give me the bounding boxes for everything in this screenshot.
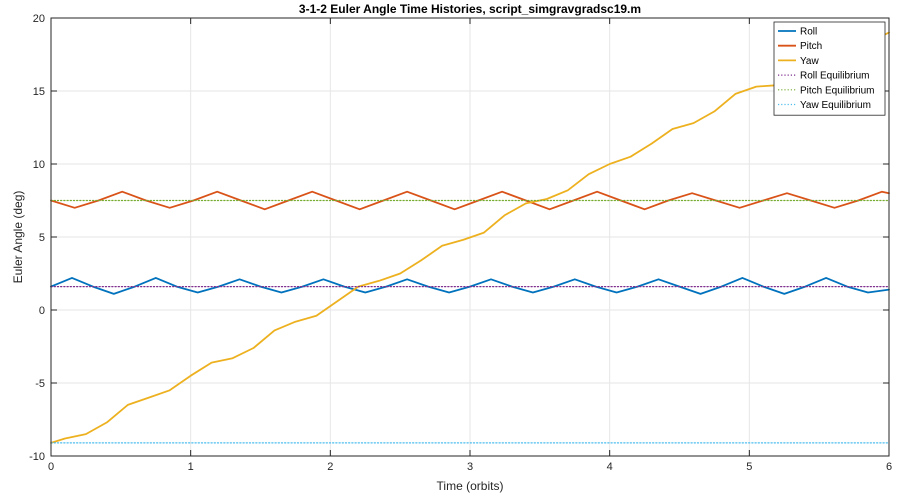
legend-entry-label: Pitch [800, 41, 822, 52]
legend-entry-label: Yaw Equilibrium [800, 100, 871, 111]
x-tick-label: 5 [746, 461, 752, 473]
series-layer [50, 31, 890, 444]
legend-entry-label: Pitch Equilibrium [800, 85, 874, 96]
axis-ticks [50, 17, 890, 457]
y-tick-label: 5 [39, 232, 45, 244]
x-tick-label: 1 [188, 461, 194, 473]
x-tick-label: 3 [467, 461, 473, 473]
y-axis-label: Euler Angle (deg) [11, 191, 25, 284]
y-tick-label: 20 [33, 13, 45, 25]
legend-entry-label: Yaw [800, 56, 819, 67]
y-tick-label: 0 [39, 305, 45, 317]
chart-title: 3-1-2 Euler Angle Time Histories, script… [299, 2, 641, 16]
y-tick-label: -5 [35, 378, 45, 390]
x-axis-label: Time (orbits) [437, 479, 504, 493]
x-tick-label: 0 [48, 461, 54, 473]
legend-entry-label: Roll [800, 27, 817, 38]
y-tick-label: 10 [33, 159, 45, 171]
y-tick-label: 15 [33, 86, 45, 98]
x-tick-label: 2 [327, 461, 333, 473]
legend-box [773, 21, 886, 116]
tick-labels: 0 1 2 3 4 5 6 -10 -5 0 5 10 15 20 [29, 13, 892, 473]
x-tick-label: 6 [886, 461, 892, 473]
series-yaw [50, 31, 890, 444]
y-tick-label: -10 [29, 451, 45, 463]
legend: Roll Pitch Yaw Roll Equilibrium Pitch Equili… [773, 21, 886, 116]
legend-entry-label: Roll Equilibrium [800, 71, 869, 82]
x-tick-label: 4 [607, 461, 613, 473]
